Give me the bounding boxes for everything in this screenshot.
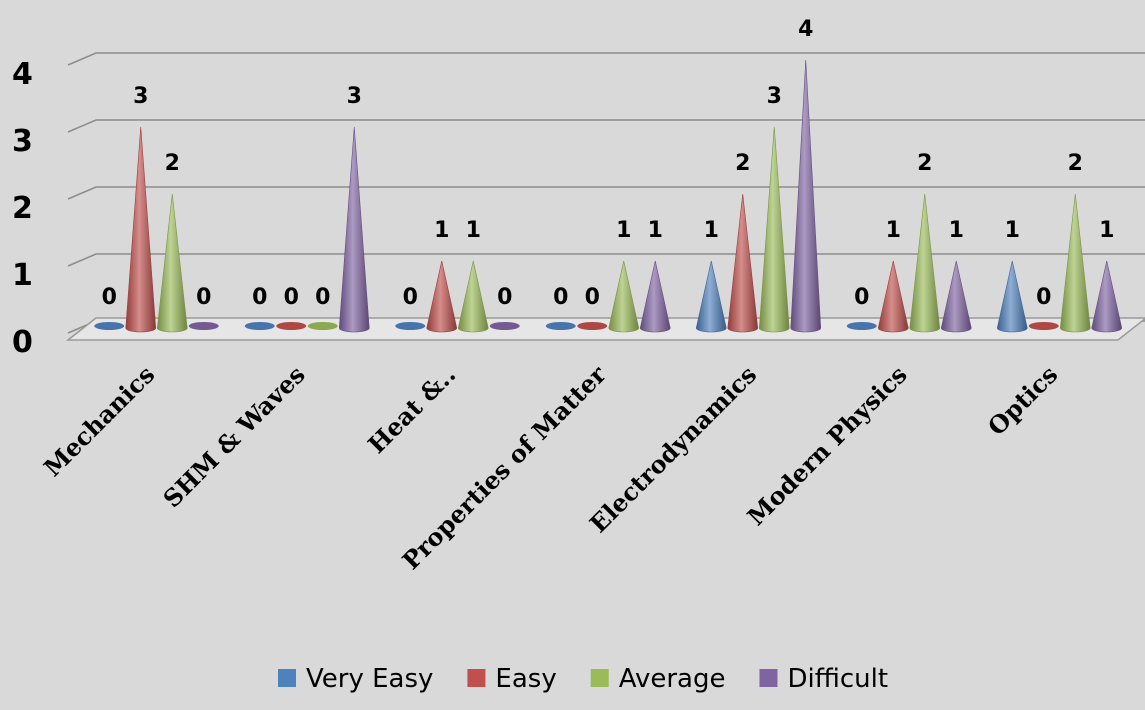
cone-easy [125,126,157,333]
data-label: 0 [403,285,418,310]
data-label: 0 [196,285,211,310]
data-label: 0 [553,285,568,310]
cone-average [156,193,188,333]
cone-base-difficult [489,322,520,330]
data-label: 0 [497,285,512,310]
cone-easy [727,193,759,333]
cone-base-average [307,322,338,330]
gridline-3 [67,119,1145,133]
y-tick-label: 3 [12,124,33,159]
cone-base-very-easy [545,322,576,330]
cone-average [909,193,941,333]
y-tick-label: 1 [12,258,33,293]
cone-easy [426,260,458,333]
y-axis: 0 1 2 3 4 [12,57,33,360]
cone-difficult [639,260,671,333]
x-tick-label: Mechanics [38,360,160,482]
cone-base-very-easy [94,322,125,330]
data-label: 1 [949,218,964,243]
cone-difficult [1091,260,1123,333]
x-tick-label: Modern Physics [741,360,912,531]
cone-very-easy [996,260,1028,333]
cone-base-very-easy [395,322,426,330]
data-label: 2 [1068,151,1083,176]
cone-base-very-easy [846,322,877,330]
cone-very-easy [695,260,727,333]
cone-base-easy [276,322,307,330]
data-label: 2 [165,151,180,176]
gridline-2 [67,186,1145,200]
data-label: 2 [735,151,750,176]
plot-area [94,59,1123,333]
chart-floor [65,317,1145,341]
x-tick-label: Electrodynamics [584,360,762,538]
cone-easy [877,260,909,333]
cone-base-easy [577,322,608,330]
legend: Very Easy Easy Average Difficult [278,664,888,694]
legend-swatch [278,669,296,687]
gridline-1 [67,253,1145,267]
legend-swatch [467,669,486,687]
legend-swatch [759,669,778,687]
cone-difficult [940,260,972,333]
data-label: 4 [798,17,813,42]
data-label: 1 [434,218,449,243]
cone-base-easy [1028,322,1059,330]
data-label: 1 [704,218,719,243]
data-label: 0 [1036,285,1051,310]
data-label: 3 [767,84,782,109]
x-tick-label: Heat &.. [362,360,461,459]
cone-average [457,260,489,333]
y-tick-label: 2 [12,191,33,226]
data-label: 0 [315,285,330,310]
data-label: 0 [102,285,117,310]
floor-plane [65,317,1145,341]
data-label: 0 [585,285,600,310]
y-tick-label: 0 [12,325,33,360]
data-label: 1 [648,218,663,243]
data-label: 2 [917,151,932,176]
cone-difficult [338,126,370,333]
data-label: 1 [466,218,481,243]
legend-swatch [590,669,609,687]
legend-label: Difficult [787,664,888,694]
data-label: 0 [284,285,299,310]
data-label: 0 [854,285,869,310]
data-label: 1 [1005,218,1020,243]
cone-average [1059,193,1091,333]
x-tick-label: Optics [982,360,1063,441]
cone-base-difficult [188,322,219,330]
y-tick-label: 4 [12,57,33,92]
gridline-4 [67,52,1145,66]
cone-average [608,260,640,333]
data-label: 0 [252,285,267,310]
data-label: 3 [347,84,362,109]
data-label: 1 [886,218,901,243]
cone-base-very-easy [244,322,275,330]
x-tick-label: SHM & Waves [157,360,311,514]
data-label: 1 [1099,218,1114,243]
data-label: 1 [616,218,631,243]
legend-label: Average [619,664,726,694]
cone-average [758,126,790,333]
legend-label: Very Easy [306,664,433,694]
data-label: 3 [133,84,148,109]
gridlines [67,52,1145,334]
cone-difficult [790,59,822,333]
legend-label: Easy [495,664,556,694]
